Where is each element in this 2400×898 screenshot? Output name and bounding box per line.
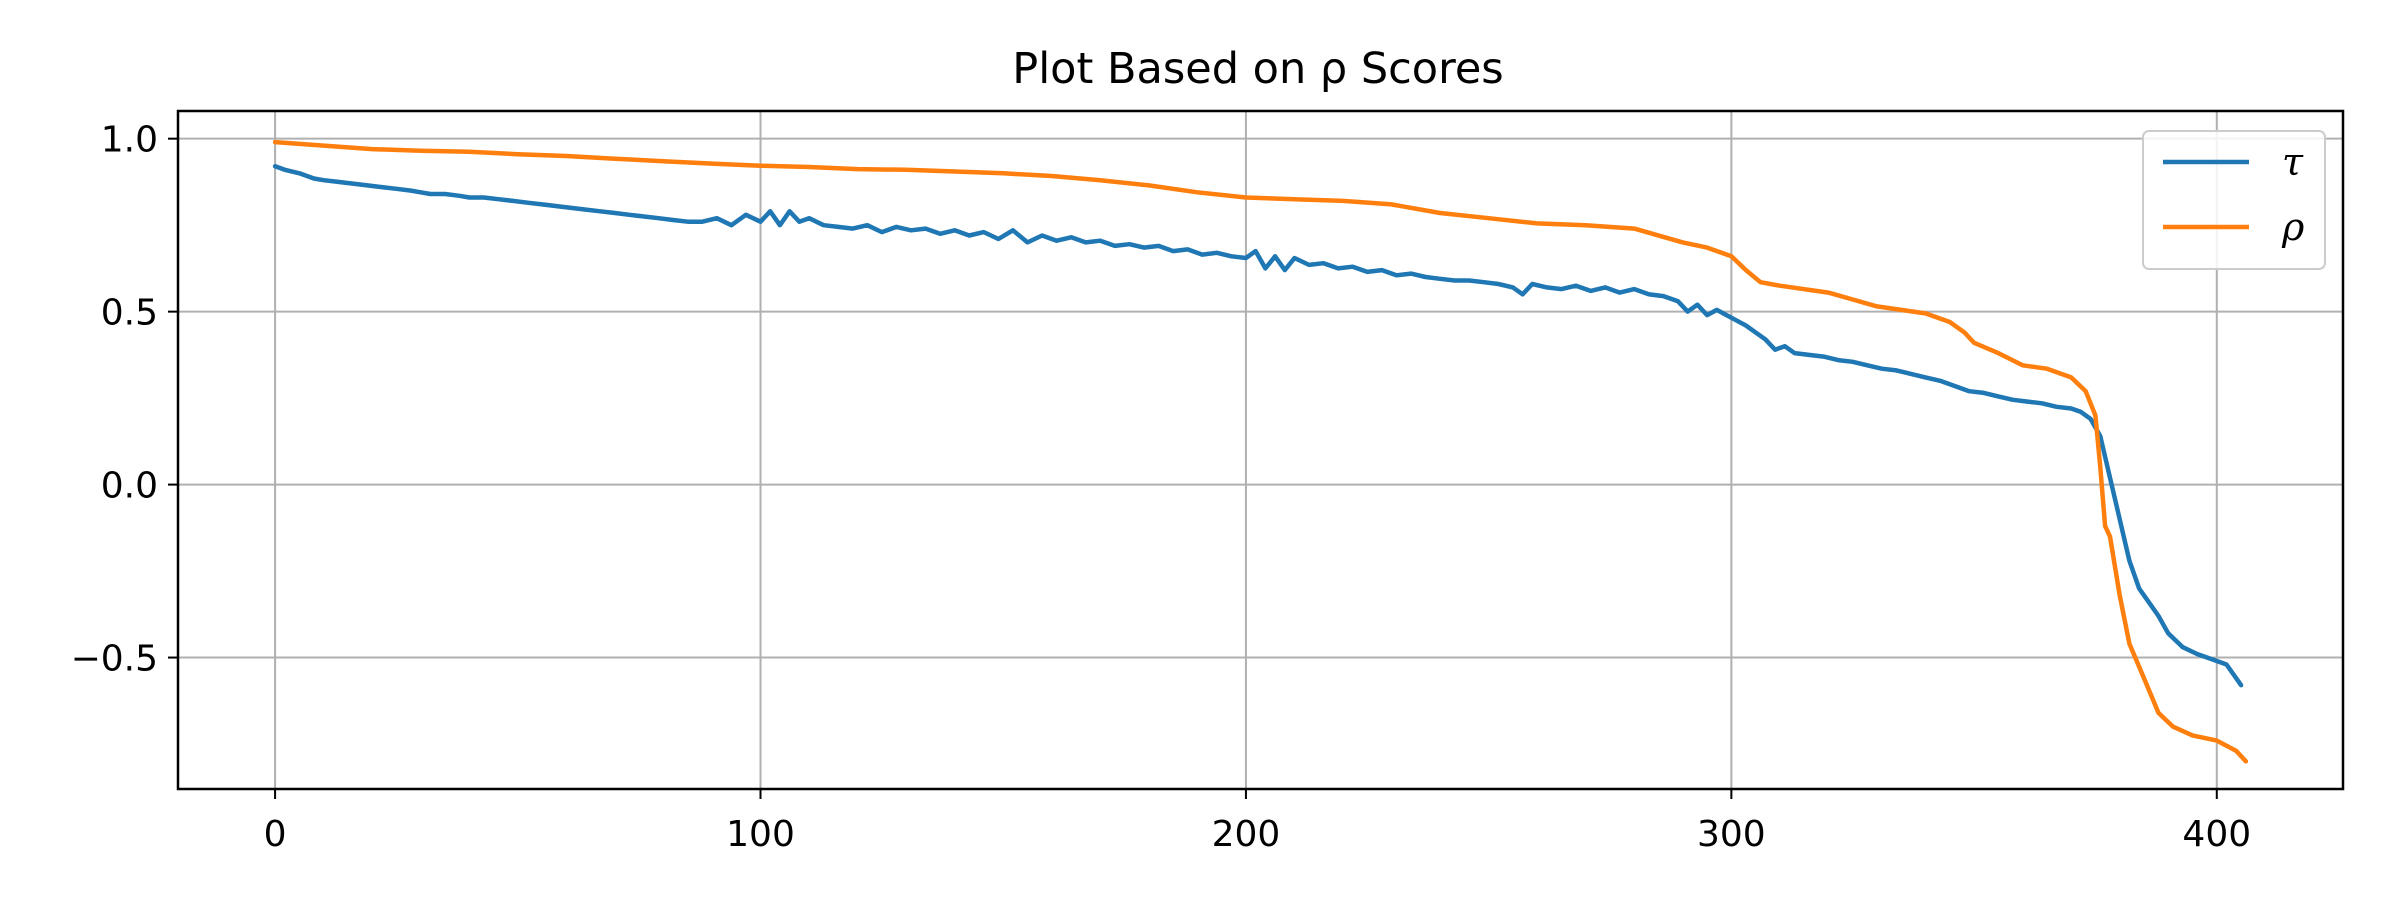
- legend-box: [2142, 130, 2326, 270]
- series-line-tau: [272, 164, 2244, 688]
- x-tick-label: 400: [2182, 814, 2251, 855]
- legend: τ ρ: [2142, 130, 2326, 270]
- grid: [178, 111, 2343, 789]
- chart-title: Plot Based on ρ Scores: [1012, 44, 1503, 94]
- legend-label-tau: τ: [2282, 140, 2304, 184]
- y-tick-label: 0.5: [101, 293, 158, 334]
- axis-ticks: 0 100 200 300 400 −0.5 0.0 0.5 1.0: [71, 120, 2252, 855]
- x-tick-label: 0: [264, 814, 287, 855]
- x-tick-label: 100: [726, 814, 795, 855]
- y-tick-label: 1.0: [101, 120, 158, 161]
- series-line-rho: [272, 139, 2249, 764]
- y-tick-label: 0.0: [101, 466, 158, 507]
- y-tick-label: −0.5: [71, 639, 158, 680]
- legend-label-rho: ρ: [2281, 205, 2305, 249]
- plot-frame: [176, 109, 2345, 791]
- series-lines: [272, 139, 2249, 764]
- x-tick-label: 200: [1212, 814, 1281, 855]
- x-tick-label: 300: [1697, 814, 1766, 855]
